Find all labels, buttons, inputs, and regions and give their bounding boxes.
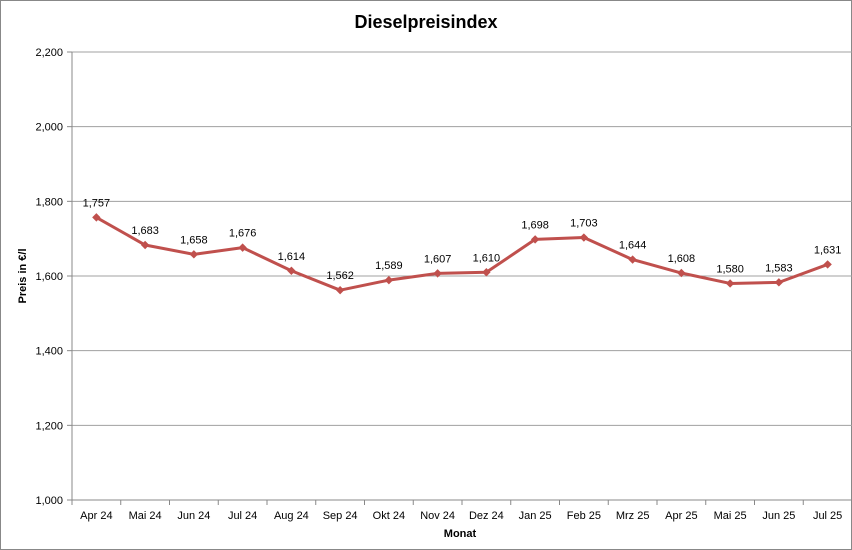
data-point: [92, 213, 101, 222]
x-tick-label: Sep 24: [323, 510, 358, 522]
y-tick-label: 1,200: [35, 420, 63, 432]
data-point: [287, 266, 296, 275]
data-point: [530, 235, 540, 244]
data-label: 1,562: [326, 270, 354, 282]
data-label: 1,610: [473, 252, 501, 264]
data-label: 1,658: [180, 234, 208, 246]
data-markers: [92, 213, 832, 295]
data-label: 1,757: [83, 197, 111, 209]
data-label: 1,607: [424, 253, 452, 265]
x-tick-label: Aug 24: [274, 510, 309, 522]
x-axis-title: Monat: [444, 528, 477, 540]
data-point: [140, 240, 150, 250]
data-label: 1,608: [668, 253, 696, 265]
data-label: 1,676: [229, 228, 257, 240]
data-point: [335, 285, 345, 295]
data-label: 1,703: [570, 218, 598, 230]
x-tick-label: Apr 25: [665, 510, 697, 522]
y-tick-label: 1,800: [35, 196, 63, 208]
series-line: [94, 215, 830, 292]
x-tick-label: Jun 24: [177, 510, 210, 522]
data-label: 1,683: [131, 225, 159, 237]
y-tick-label: 2,000: [35, 122, 63, 134]
x-tick-label: Dez 24: [469, 510, 504, 522]
data-point: [628, 255, 637, 264]
data-point: [774, 278, 784, 287]
data-label: 1,614: [278, 251, 306, 263]
x-tick-labels: Apr 24 Mai 24 Jun 24 Jul 24 Aug 24 Sep 24 Okt …: [80, 510, 842, 522]
x-tick-label: Okt 24: [373, 510, 405, 522]
data-point: [482, 268, 491, 277]
data-point: [433, 269, 442, 278]
data-label: 1,589: [375, 260, 403, 272]
y-tick-label: 2,200: [35, 47, 63, 59]
data-point: [238, 243, 247, 252]
axes: [67, 51, 852, 505]
series-line-dieselpreis: [94, 215, 830, 292]
data-label: 1,631: [814, 244, 842, 256]
x-tick-label: Nov 24: [420, 510, 455, 522]
chart-title: Dieselpreisindex: [354, 12, 497, 32]
data-point: [579, 233, 589, 242]
data-label: 1,698: [521, 219, 549, 231]
data-label: 1,580: [716, 263, 744, 275]
data-point: [725, 279, 735, 288]
x-tick-label: Jun 25: [762, 510, 795, 522]
x-tick-label: Mai 24: [129, 510, 162, 522]
y-tick-label: 1,600: [35, 271, 63, 283]
data-label: 1,644: [619, 240, 647, 252]
data-point: [823, 260, 832, 269]
data-point: [384, 275, 394, 285]
data-labels: 1,757 1,683 1,658 1,676 1,614 1,562 1,589 1,607…: [83, 197, 842, 282]
data-point: [677, 268, 686, 278]
x-tick-label: Jul 24: [228, 510, 257, 522]
x-tick-label: Mrz 25: [616, 510, 650, 522]
x-tick-label: Jan 25: [519, 510, 552, 522]
y-tick-label: 1,000: [35, 495, 63, 507]
y-tick-labels: 1,000 1,200 1,400 1,600 1,800 2,000 2,200: [35, 47, 63, 507]
y-tick-label: 1,400: [35, 346, 63, 358]
data-label: 1,583: [765, 262, 793, 274]
x-tick-label: Mai 25: [714, 510, 747, 522]
x-tick-label: Jul 25: [813, 510, 842, 522]
y-axis-title: Preis in €/l: [17, 248, 29, 303]
x-tick-label: Apr 24: [80, 510, 112, 522]
x-tick-label: Feb 25: [567, 510, 601, 522]
gridlines: [72, 51, 852, 426]
data-point: [189, 250, 199, 259]
